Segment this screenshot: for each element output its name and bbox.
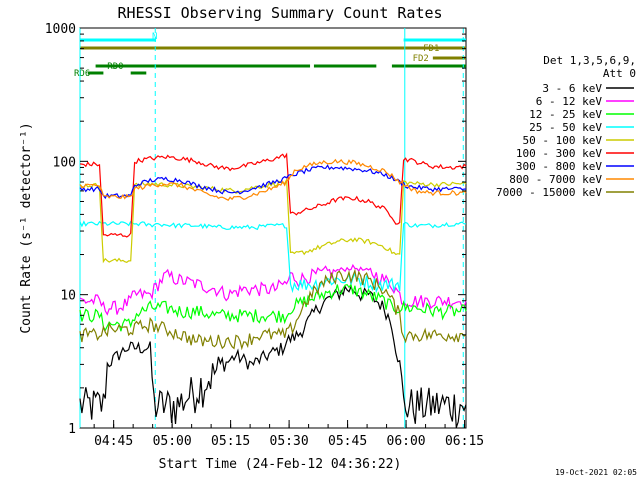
- legend-header: Att 0: [603, 67, 636, 80]
- flag-label-rd0: RD0: [107, 62, 123, 72]
- y-axis-label: Count Rate (s⁻¹ detector⁻¹): [19, 122, 34, 333]
- y-tick-label: 1000: [45, 22, 76, 37]
- x-tick-label: 06:15: [445, 434, 484, 449]
- plot-frame: [79, 27, 467, 429]
- legend-label: 800 - 7000 keV: [509, 173, 602, 186]
- legend-label: 25 - 50 keV: [529, 121, 602, 134]
- series-line-300-800-kev: [79, 164, 467, 200]
- flag-label-fd2: FD2: [413, 54, 429, 64]
- y-axis: 1 10 100 1000: [45, 22, 466, 437]
- x-tick-label: 05:00: [153, 434, 192, 449]
- series-line-100-300-kev: [79, 152, 467, 238]
- legend-label: 300 - 800 keV: [516, 160, 602, 173]
- x-tick-label: 04:45: [94, 434, 133, 449]
- flag-label-fd1: FD1: [423, 44, 439, 54]
- y-tick-label: 100: [53, 155, 76, 170]
- legend-label: 6 - 12 keV: [536, 95, 603, 108]
- series-line-50-100-kev: [79, 177, 467, 264]
- flag-label-rd6: RD6: [74, 69, 90, 79]
- vertical-markers: [79, 28, 464, 428]
- y-tick-label: 1: [68, 422, 76, 437]
- series-line-6-12-kev: [79, 263, 467, 316]
- x-axis: 04:45 05:00 05:15 05:30 05:45 06:00 06:15: [93, 420, 484, 449]
- x-tick-label: 05:45: [328, 434, 367, 449]
- legend-label: 7000 - 15000 keV: [496, 186, 602, 199]
- legend-label: 50 - 100 keV: [523, 134, 603, 147]
- series-lines: [79, 152, 467, 428]
- flag-label-n: N: [152, 32, 157, 42]
- x-tick-label: 06:00: [387, 434, 426, 449]
- series-line-3-6-kev: [79, 284, 467, 428]
- legend-label: 100 - 300 keV: [516, 147, 602, 160]
- x-axis-label: Start Time (24-Feb-12 04:36:22): [159, 457, 402, 472]
- x-tick-label: 05:15: [211, 434, 250, 449]
- footer-timestamp: 19-Oct-2021 02:05: [555, 468, 637, 477]
- legend-label: 3 - 6 keV: [542, 82, 602, 95]
- series-line-12-25-kev: [79, 283, 467, 332]
- y-tick-label: 10: [60, 289, 76, 304]
- series-line-7000-15000-kev: [79, 268, 467, 351]
- x-tick-label: 05:30: [270, 434, 309, 449]
- legend-label: 12 - 25 keV: [529, 108, 602, 121]
- series-line-800-7000-kev: [79, 158, 467, 201]
- chart-title: RHESSI Observing Summary Count Rates: [117, 4, 442, 22]
- legend-header: Det 1,3,5,6,9,: [543, 54, 636, 67]
- series-line-25-50-kev: [79, 220, 466, 294]
